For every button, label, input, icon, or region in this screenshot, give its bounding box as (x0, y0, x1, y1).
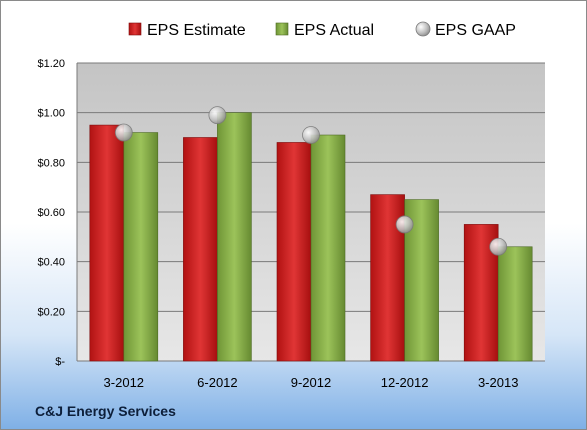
y-tick-label: $0.80 (37, 157, 65, 169)
legend-label: EPS Estimate (147, 22, 246, 39)
y-tick-label: $0.60 (37, 207, 65, 219)
eps-gaap-marker (302, 126, 320, 144)
eps-actual-legend-swatch (275, 22, 289, 36)
eps-gaap-marker (114, 123, 133, 142)
y-tick-label: $1.20 (37, 58, 65, 70)
x-tick-label: 6-2012 (197, 375, 237, 390)
y-tick-label: $1.00 (37, 108, 65, 120)
eps-gaap-marker (395, 215, 414, 234)
company-name: C&J Energy Services (35, 403, 176, 419)
legend-label: EPS Actual (294, 22, 374, 39)
eps-gaap-marker (489, 237, 508, 256)
eps-actual-bar (310, 134, 346, 362)
eps-estimate-legend-swatch (128, 22, 142, 36)
eps-estimate-bar (183, 137, 218, 362)
x-tick-label: 12-2012 (381, 375, 429, 390)
x-tick-label: 9-2012 (291, 375, 331, 390)
y-tick-label: $0.20 (37, 306, 65, 318)
eps-estimate-bar (276, 142, 312, 362)
eps-actual-bar (217, 112, 252, 362)
eps-gaap-marker (208, 106, 227, 125)
legend-label: EPS GAAP (435, 22, 516, 39)
eps-actual-bar (497, 246, 533, 362)
eps-gaap-legend-swatch (415, 21, 431, 37)
eps-estimate-bar (89, 124, 125, 362)
y-tick-label: $- (55, 356, 65, 368)
y-tick-label: $0.40 (37, 257, 65, 269)
x-tick-label: 3-2012 (104, 375, 144, 390)
eps-actual-bar (123, 132, 159, 362)
x-tick-label: 3-2013 (478, 375, 518, 390)
